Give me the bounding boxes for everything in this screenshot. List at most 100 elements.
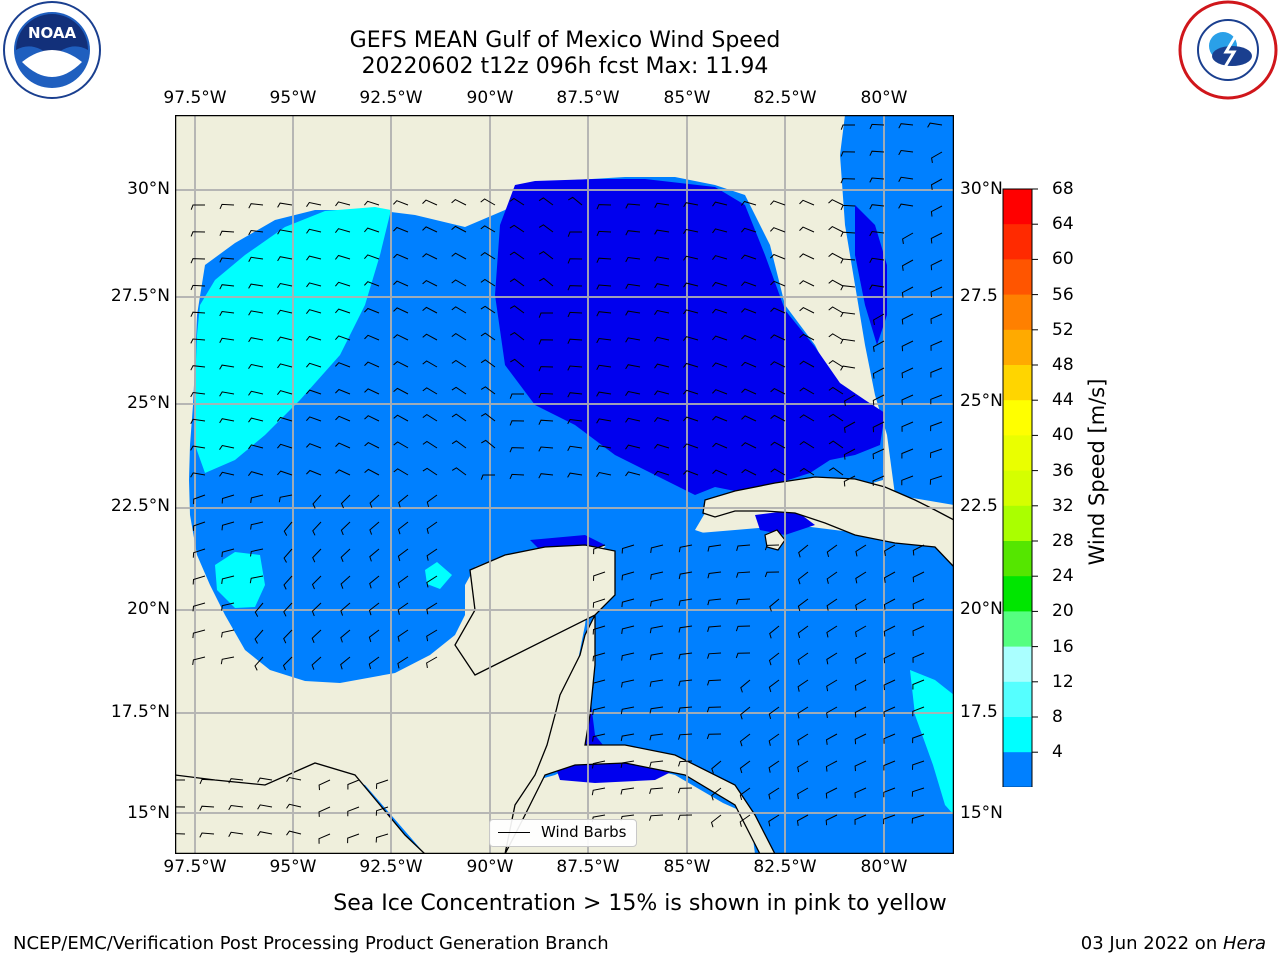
wind-barb [927, 122, 943, 128]
lon-label-top: 80°W [860, 88, 908, 108]
wind-barb [649, 625, 664, 634]
colorbar-tick-label: 24 [1052, 566, 1074, 587]
wind-barb [228, 831, 244, 837]
wind-barb [277, 309, 293, 315]
footer-date-text: 03 Jun 2022 on [1080, 933, 1223, 954]
wind-barb [277, 229, 293, 235]
colorbar-tick-label: 56 [1052, 284, 1074, 305]
lon-label-top: 85°W [663, 88, 711, 108]
wind-barb [654, 229, 670, 235]
wind-barb [567, 285, 583, 291]
wind-barb [190, 338, 206, 344]
wind-barb [625, 337, 641, 343]
wind-barb [872, 448, 885, 460]
wind-barb [190, 258, 206, 264]
wind-barb [398, 494, 409, 508]
wind-barb [826, 706, 838, 718]
wind-barb [741, 388, 757, 395]
wind-barb [768, 733, 780, 746]
wind-barb [397, 602, 409, 615]
wind-barb [770, 388, 786, 395]
legend-line-swatch [498, 832, 530, 833]
wind-barb [192, 629, 206, 639]
wind-barb [840, 231, 856, 237]
wind-barb [538, 366, 554, 372]
colorbar-segment [1003, 329, 1032, 366]
wind-barb [277, 336, 293, 342]
wind-barb [840, 311, 856, 318]
wind-barb [650, 598, 664, 607]
wind-barb [706, 733, 722, 740]
wind-barb [683, 228, 699, 234]
wind-barb [364, 334, 380, 341]
wind-barb [538, 250, 554, 260]
wind-barb [855, 598, 867, 611]
wind-barb [219, 444, 235, 450]
wind-barb [683, 282, 699, 288]
wind-barb [840, 151, 856, 157]
wind-barb [312, 548, 322, 563]
wind-barb [650, 544, 664, 553]
wind-barb [422, 306, 438, 314]
wind-barb [883, 652, 896, 664]
wind-barb [311, 629, 322, 643]
wind-barb [683, 470, 699, 476]
wind-barb [912, 571, 925, 583]
wind-barb [375, 833, 389, 843]
wind-barb [509, 473, 525, 480]
wind-barb [764, 571, 780, 578]
wind-barb [741, 281, 757, 287]
wind-barb [840, 365, 856, 371]
wind-barb [340, 602, 351, 616]
colorbar-segment [1003, 681, 1032, 718]
wind-barb [840, 258, 856, 264]
wind-barb [375, 806, 389, 816]
wind-barb [538, 473, 554, 479]
wind-barb [797, 733, 809, 746]
colorbar [1002, 188, 1038, 787]
wind-barb [393, 226, 409, 233]
colorbar-tick-label: 44 [1052, 390, 1074, 411]
wind-barb [764, 544, 780, 551]
wind-barb [369, 548, 380, 562]
wind-barb [190, 284, 206, 291]
wind-barb [219, 391, 235, 397]
wind-barb [678, 706, 693, 713]
wind-barb [912, 733, 925, 744]
wind-barb [190, 231, 206, 237]
colorbar-segment [1003, 435, 1032, 471]
wind-barb [397, 521, 409, 535]
wind-barb [422, 226, 438, 233]
wind-barb [592, 760, 606, 769]
wind-barb [593, 571, 606, 581]
lat-label-right: 15°N [960, 803, 1003, 823]
wind-barb [799, 199, 815, 206]
wind-barb [828, 252, 844, 260]
lat-label-left: 25°N [127, 393, 170, 413]
wind-barb [901, 313, 914, 325]
wind-barb [621, 679, 635, 688]
wind-barb [649, 760, 664, 768]
wind-barb [740, 679, 751, 693]
lat-label-right: 17.5 [960, 702, 998, 722]
wind-barb [426, 521, 438, 534]
colorbar-tick-label: 36 [1052, 460, 1074, 481]
wind-barb [712, 201, 728, 207]
wind-barb [393, 387, 409, 395]
wind-barb [364, 307, 380, 314]
wind-barb [770, 468, 786, 476]
wind-barb [797, 760, 809, 773]
wind-barb [869, 284, 885, 290]
wind-barb [883, 571, 896, 583]
wind-barb [451, 306, 467, 314]
wind-barb [596, 230, 612, 237]
wind-barb [649, 706, 664, 714]
wind-barb [739, 787, 751, 801]
wind-barb [620, 733, 635, 742]
wind-barb [683, 309, 699, 315]
wind-barb [312, 521, 322, 536]
wind-barb [712, 228, 728, 234]
wind-barb [422, 387, 438, 395]
wind-barb [422, 199, 438, 206]
wind-barb [190, 391, 206, 398]
